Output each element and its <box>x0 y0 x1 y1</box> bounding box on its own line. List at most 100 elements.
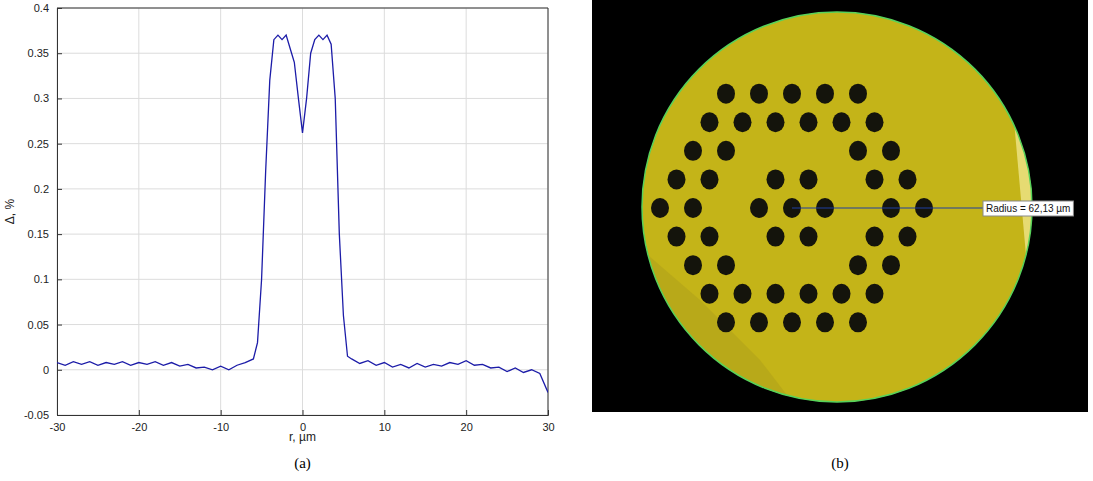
air-hole <box>800 169 818 189</box>
y-grid-line <box>57 369 548 370</box>
air-hole <box>668 227 686 247</box>
x-tick-label: 30 <box>542 421 554 433</box>
x-tick-label: 20 <box>461 421 473 433</box>
air-hole <box>668 169 686 189</box>
air-hole <box>717 312 735 332</box>
x-axis-title: r, µm <box>289 430 316 444</box>
x-tick: 30 <box>542 410 554 433</box>
y-tick: -0.05 <box>24 409 62 421</box>
y-tick: 0.15 <box>28 228 62 240</box>
air-hole <box>800 227 818 247</box>
air-hole <box>866 112 884 132</box>
air-hole <box>684 141 702 161</box>
x-tick-mark <box>384 410 385 415</box>
y-tick: 0.05 <box>28 319 62 331</box>
y-tick-label: 0.1 <box>34 273 49 285</box>
plot-frame <box>57 8 548 9</box>
air-hole <box>882 141 900 161</box>
air-hole <box>701 112 719 132</box>
y-tick: 0.3 <box>34 92 62 104</box>
air-hole <box>734 112 752 132</box>
air-hole <box>750 84 768 104</box>
y-tick-label: 0.3 <box>34 92 49 104</box>
radius-annotation: Radius = 62,13 µm <box>986 203 1070 214</box>
air-hole <box>701 227 719 247</box>
air-hole <box>717 84 735 104</box>
y-tick-mark <box>57 370 62 371</box>
air-hole <box>750 198 768 218</box>
y-tick-label: 0.25 <box>28 138 49 150</box>
plot-frame <box>548 8 549 415</box>
panel-label: (a) <box>294 455 311 472</box>
x-tick-mark <box>303 410 304 415</box>
y-tick: 0.1 <box>34 273 62 285</box>
air-hole <box>717 255 735 275</box>
air-hole <box>717 141 735 161</box>
fiber-photo: Radius = 62,13 µm <box>592 0 1088 412</box>
air-hole <box>816 84 834 104</box>
air-hole <box>767 284 785 304</box>
figure: -30-20-100102030-0.0500.050.10.150.20.25… <box>0 0 1093 481</box>
y-tick-mark <box>57 189 62 190</box>
annotation-box <box>983 201 1073 216</box>
x-tick-label: -30 <box>50 421 66 433</box>
air-hole <box>882 255 900 275</box>
x-tick: 10 <box>379 410 391 433</box>
y-tick: 0.25 <box>28 138 62 150</box>
air-hole <box>783 312 801 332</box>
y-tick-label: -0.05 <box>24 409 49 421</box>
x-tick-mark <box>221 410 222 415</box>
y-tick: 0.4 <box>34 2 62 14</box>
x-tick-label: 10 <box>379 421 391 433</box>
y-grid-line <box>57 98 548 99</box>
x-tick: -10 <box>213 410 229 433</box>
y-tick-mark <box>57 234 62 235</box>
y-axis-title: Δ, % <box>3 198 17 224</box>
air-hole <box>849 141 867 161</box>
y-tick-mark <box>57 415 62 416</box>
panel-label: (b) <box>831 455 849 472</box>
y-tick-label: 0.05 <box>28 319 49 331</box>
air-hole <box>684 255 702 275</box>
y-tick-mark <box>57 8 62 9</box>
y-grid-line <box>57 324 548 325</box>
air-hole <box>767 169 785 189</box>
x-tick: 20 <box>461 410 473 433</box>
air-hole <box>866 284 884 304</box>
air-hole <box>684 198 702 218</box>
profile-line <box>57 35 548 392</box>
y-tick-label: 0 <box>43 364 49 376</box>
x-grid-line <box>548 8 549 415</box>
y-grid-line <box>57 279 548 280</box>
air-hole <box>783 84 801 104</box>
air-hole <box>734 284 752 304</box>
y-grid-line <box>57 53 548 54</box>
y-tick-label: 0.35 <box>28 47 49 59</box>
air-hole <box>866 169 884 189</box>
y-tick-mark <box>57 98 62 99</box>
air-hole <box>651 198 669 218</box>
x-axis-line <box>58 410 549 416</box>
air-hole <box>899 169 917 189</box>
y-grid-line <box>57 8 548 9</box>
x-grid-line <box>220 8 221 415</box>
air-hole <box>767 227 785 247</box>
air-hole <box>849 312 867 332</box>
y-tick-label: 0.15 <box>28 228 49 240</box>
x-tick-label: -10 <box>213 421 229 433</box>
y-tick: 0.2 <box>34 183 62 195</box>
y-tick-mark <box>57 53 62 54</box>
x-tick-mark <box>139 410 140 415</box>
air-hole <box>849 84 867 104</box>
air-hole <box>750 312 768 332</box>
y-tick: 0.35 <box>28 47 62 59</box>
y-axis-line <box>58 9 63 416</box>
x-grid-line <box>384 8 385 415</box>
y-grid-line <box>57 188 548 189</box>
photo-background <box>592 0 1088 412</box>
y-tick-mark <box>57 144 62 145</box>
y-grid-line <box>57 143 548 144</box>
y-axis: -0.05 0 0.05 0.1 0.15 0.2 0.25 0.3 0.35 0.4 <box>24 2 62 421</box>
x-grid-line <box>466 8 467 415</box>
rough-patch <box>630 250 800 412</box>
